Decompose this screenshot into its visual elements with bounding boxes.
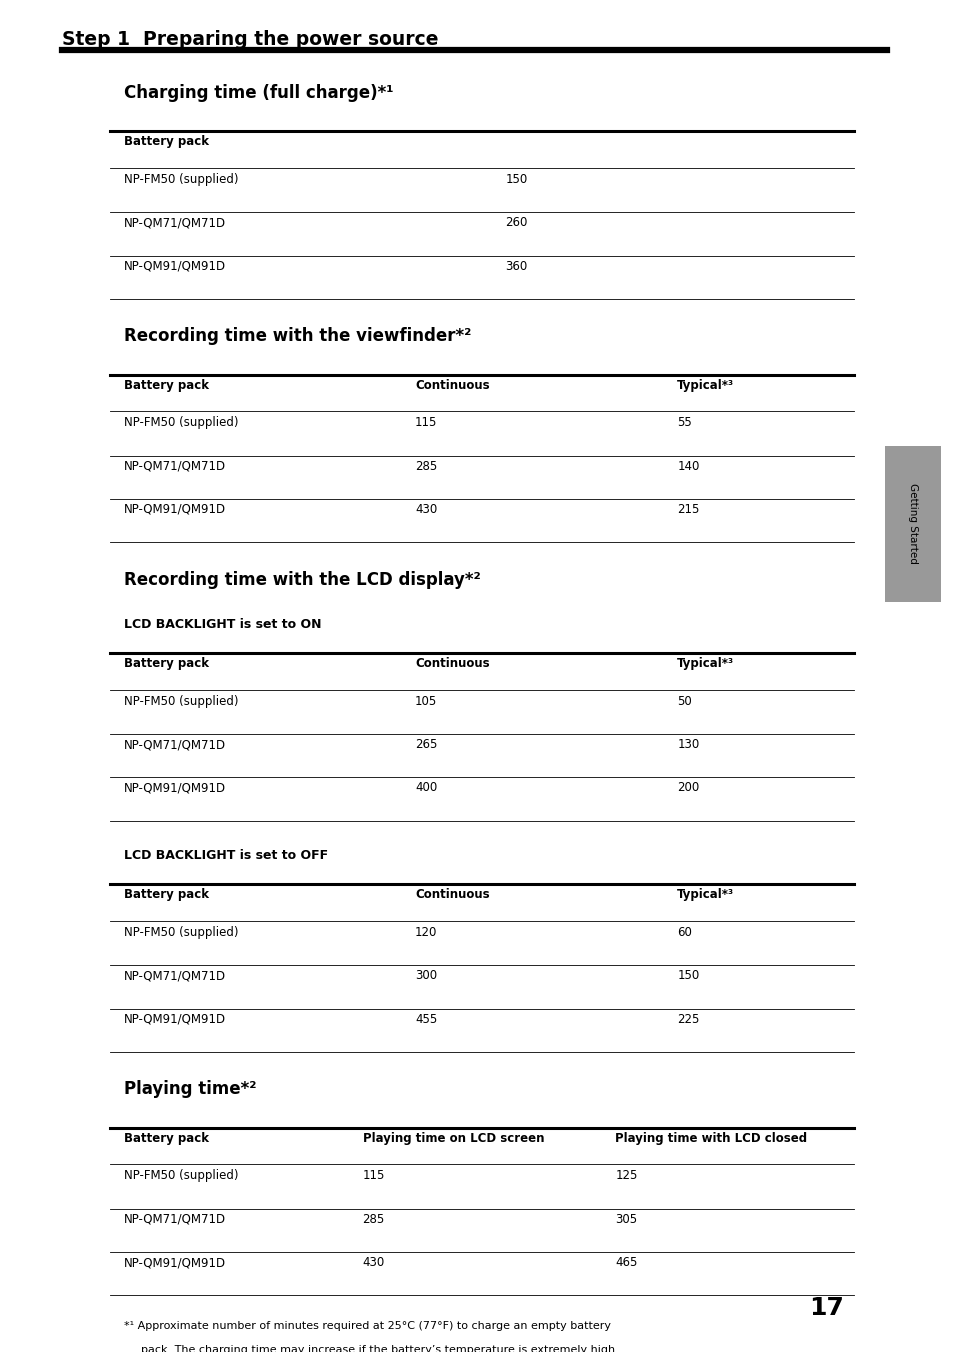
Text: LCD BACKLIGHT is set to ON: LCD BACKLIGHT is set to ON: [124, 618, 321, 631]
Text: NP-FM50 (supplied): NP-FM50 (supplied): [124, 1169, 238, 1183]
Text: NP-FM50 (supplied): NP-FM50 (supplied): [124, 695, 238, 708]
Text: Step 1  Preparing the power source: Step 1 Preparing the power source: [62, 30, 438, 49]
Text: 260: 260: [505, 216, 527, 230]
Text: Playing time with LCD closed: Playing time with LCD closed: [615, 1132, 806, 1145]
Text: NP-FM50 (supplied): NP-FM50 (supplied): [124, 416, 238, 430]
Text: 105: 105: [415, 695, 436, 708]
Text: 400: 400: [415, 781, 436, 795]
Bar: [884, 446, 940, 602]
Text: 430: 430: [362, 1256, 384, 1270]
Text: 200: 200: [677, 781, 699, 795]
Text: *¹ Approximate number of minutes required at 25°C (77°F) to charge an empty batt: *¹ Approximate number of minutes require…: [124, 1321, 610, 1330]
Text: 225: 225: [677, 1013, 699, 1026]
Text: 55: 55: [677, 416, 691, 430]
Text: 120: 120: [415, 926, 436, 940]
Text: 125: 125: [615, 1169, 637, 1183]
Text: LCD BACKLIGHT is set to OFF: LCD BACKLIGHT is set to OFF: [124, 849, 328, 863]
Text: 150: 150: [677, 969, 699, 983]
Text: NP-QM91/QM91D: NP-QM91/QM91D: [124, 260, 226, 273]
Text: 265: 265: [415, 738, 436, 752]
Text: Continuous: Continuous: [415, 657, 489, 671]
Text: 17: 17: [808, 1295, 843, 1320]
Text: pack. The charging time may increase if the battery’s temperature is extremely h: pack. The charging time may increase if …: [141, 1345, 615, 1352]
Text: 60: 60: [677, 926, 692, 940]
Text: NP-QM71/QM71D: NP-QM71/QM71D: [124, 216, 226, 230]
Text: NP-QM71/QM71D: NP-QM71/QM71D: [124, 460, 226, 473]
Text: 360: 360: [505, 260, 527, 273]
Text: Battery pack: Battery pack: [124, 888, 209, 902]
Text: Typical*³: Typical*³: [677, 657, 734, 671]
Text: NP-FM50 (supplied): NP-FM50 (supplied): [124, 926, 238, 940]
Text: Typical*³: Typical*³: [677, 379, 734, 392]
Text: Typical*³: Typical*³: [677, 888, 734, 902]
Text: 430: 430: [415, 503, 436, 516]
Text: NP-QM91/QM91D: NP-QM91/QM91D: [124, 503, 226, 516]
Text: 285: 285: [415, 460, 436, 473]
Text: 115: 115: [362, 1169, 384, 1183]
Text: Playing time on LCD screen: Playing time on LCD screen: [362, 1132, 543, 1145]
Text: 300: 300: [415, 969, 436, 983]
Text: Battery pack: Battery pack: [124, 1132, 209, 1145]
Text: 140: 140: [677, 460, 699, 473]
Text: Continuous: Continuous: [415, 888, 489, 902]
Text: NP-QM71/QM71D: NP-QM71/QM71D: [124, 1213, 226, 1226]
Text: 455: 455: [415, 1013, 436, 1026]
Text: Recording time with the LCD display*²: Recording time with the LCD display*²: [124, 571, 480, 588]
Text: NP-QM71/QM71D: NP-QM71/QM71D: [124, 969, 226, 983]
Text: Battery pack: Battery pack: [124, 657, 209, 671]
Text: Battery pack: Battery pack: [124, 135, 209, 149]
Text: NP-QM91/QM91D: NP-QM91/QM91D: [124, 1013, 226, 1026]
Text: 215: 215: [677, 503, 699, 516]
Text: 130: 130: [677, 738, 699, 752]
Text: Recording time with the viewfinder*²: Recording time with the viewfinder*²: [124, 327, 471, 345]
Text: Continuous: Continuous: [415, 379, 489, 392]
Text: Battery pack: Battery pack: [124, 379, 209, 392]
Text: Getting Started: Getting Started: [907, 483, 917, 564]
Text: NP-QM71/QM71D: NP-QM71/QM71D: [124, 738, 226, 752]
Text: 465: 465: [615, 1256, 637, 1270]
Text: 150: 150: [505, 173, 527, 187]
Text: 305: 305: [615, 1213, 637, 1226]
Text: 115: 115: [415, 416, 436, 430]
Text: NP-QM91/QM91D: NP-QM91/QM91D: [124, 1256, 226, 1270]
Text: Charging time (full charge)*¹: Charging time (full charge)*¹: [124, 84, 393, 101]
Text: NP-QM91/QM91D: NP-QM91/QM91D: [124, 781, 226, 795]
Text: 285: 285: [362, 1213, 384, 1226]
Text: Playing time*²: Playing time*²: [124, 1080, 256, 1098]
Text: NP-FM50 (supplied): NP-FM50 (supplied): [124, 173, 238, 187]
Text: 50: 50: [677, 695, 691, 708]
